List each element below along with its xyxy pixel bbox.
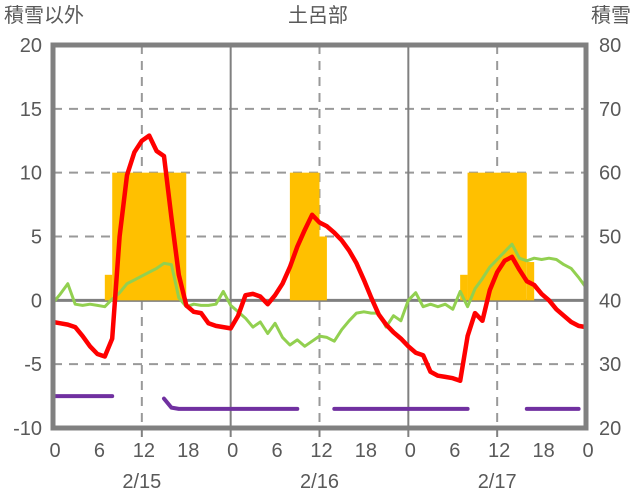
left-axis-tick-label: 20 (20, 35, 42, 57)
red-line-path (50, 133, 589, 384)
x-axis-tick-label: 0 (49, 440, 60, 462)
x-axis-tick-label: 6 (94, 440, 105, 462)
x-axis-tick-label: 6 (449, 440, 460, 462)
right-axis-tick-label: 40 (599, 290, 621, 312)
x-axis-date-label: 2/17 (478, 471, 517, 493)
x-axis-date-label: 2/16 (300, 471, 339, 493)
x-axis-tick-label: 18 (355, 440, 377, 462)
x-axis-tick-label: 12 (133, 440, 155, 462)
x-axis-tick-label: 12 (310, 440, 332, 462)
axis-ticks (140, 430, 499, 437)
left-axis-tick-label: 5 (31, 227, 42, 249)
snowfall-bar-segment (289, 172, 320, 301)
x-axis-tick-label: 18 (177, 440, 199, 462)
x-axis-tick-label: 6 (272, 440, 283, 462)
x-axis-date-label: 2/15 (122, 471, 161, 493)
snowfall-bar-segment (467, 172, 527, 301)
left-axis-tick-label: 10 (20, 163, 42, 185)
snowfall-bar-segment (460, 274, 468, 301)
purple-line-path (51, 394, 581, 411)
chart-title: 土呂部 (288, 5, 348, 27)
right-axis-tick-label: 50 (599, 227, 621, 249)
left-axis-tick-label: -5 (24, 354, 42, 376)
right-axis-tick-label: 60 (599, 163, 621, 185)
purple-line (51, 394, 581, 411)
x-axis-tick-label: 12 (488, 440, 510, 462)
x-axis-tick-label: 0 (227, 440, 238, 462)
green-line-path (51, 242, 588, 348)
plot-border (50, 42, 589, 431)
x-axis-tick-label: 0 (582, 440, 593, 462)
right-axis-tick-label: 70 (599, 99, 621, 121)
x-axis-tick-label: 0 (405, 440, 416, 462)
right-axis-tick-label: 30 (599, 354, 621, 376)
left-axis-tick-label: -10 (13, 418, 42, 440)
x-axis-tick-label: 18 (532, 440, 554, 462)
snowfall-bar-segment (104, 274, 113, 301)
right-axis-title: 積雪 (591, 5, 631, 27)
left-axis-tick-label: 0 (31, 290, 42, 312)
green-line (51, 242, 588, 348)
snowfall-bar-segment (319, 236, 327, 301)
right-axis-tick-label: 20 (599, 418, 621, 440)
right-axis-tick-label: 80 (599, 35, 621, 57)
red-line (50, 133, 589, 384)
chart-header: 積雪以外 土呂部 積雪 (0, 3, 636, 29)
left-axis-title: 積雪以外 (4, 5, 84, 27)
left-axis-tick-label: 15 (20, 99, 42, 121)
